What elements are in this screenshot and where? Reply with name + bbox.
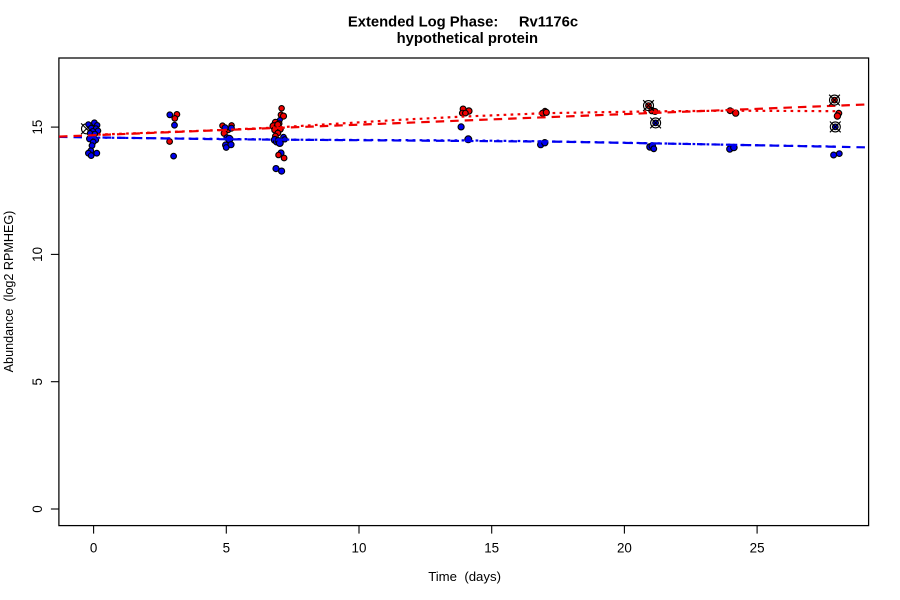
svg-text:0: 0 [30, 505, 45, 512]
svg-text:Abundance (log2 RPMHEG): Abundance (log2 RPMHEG) [2, 211, 16, 373]
svg-text:5: 5 [30, 378, 45, 385]
svg-text:10: 10 [30, 247, 45, 262]
svg-text:10: 10 [352, 540, 367, 555]
svg-text:5: 5 [223, 540, 230, 555]
svg-text:Time (days): Time (days) [428, 569, 501, 584]
svg-text:0: 0 [90, 540, 97, 555]
svg-text:15: 15 [30, 120, 45, 135]
svg-text:15: 15 [484, 540, 499, 555]
svg-text:25: 25 [750, 540, 765, 555]
svg-text:hypothetical protein: hypothetical protein [397, 31, 538, 47]
svg-text:20: 20 [617, 540, 632, 555]
svg-text:Extended Log Phase: Rv1176: Extended Log Phase: Rv1176c [348, 14, 578, 30]
